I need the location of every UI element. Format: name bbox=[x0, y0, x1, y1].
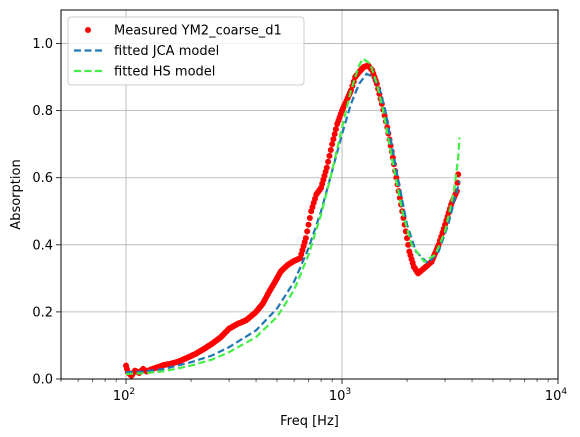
measured-point bbox=[327, 147, 334, 154]
series-1 bbox=[123, 62, 462, 379]
series-layer bbox=[123, 57, 462, 379]
plot-frame bbox=[60, 9, 559, 380]
series-2 bbox=[125, 72, 461, 374]
measured-point bbox=[323, 164, 330, 171]
measured-point bbox=[330, 136, 337, 143]
measured-point bbox=[329, 141, 336, 148]
measured-point bbox=[304, 228, 311, 235]
measured-point bbox=[405, 241, 412, 248]
measured-point bbox=[326, 152, 333, 159]
measured-point bbox=[325, 158, 332, 165]
x-tick-label: 103 bbox=[329, 387, 351, 404]
y-tick-label: 0.8 bbox=[32, 104, 53, 119]
legend-label: fitted HS model bbox=[114, 65, 215, 80]
legend-entry: fitted HS model bbox=[74, 65, 215, 80]
measured-point bbox=[305, 221, 312, 228]
series-line bbox=[125, 57, 461, 376]
series-line bbox=[125, 72, 461, 374]
measured-point bbox=[331, 131, 338, 138]
legend-entry: fitted JCA model bbox=[74, 44, 219, 59]
legend-marker bbox=[85, 27, 91, 33]
y-tick-label: 0.6 bbox=[32, 171, 53, 186]
x-tick-label: 104 bbox=[545, 387, 568, 404]
legend-box bbox=[67, 16, 305, 86]
ticks: 102 103 104 0.0 0.2 0.4 0.6 0.8 1.0 bbox=[32, 37, 567, 404]
measured-point bbox=[302, 235, 309, 242]
measured-point bbox=[381, 112, 388, 119]
y-tick-label: 0.2 bbox=[32, 305, 53, 320]
measured-point bbox=[332, 126, 339, 133]
measured-point bbox=[306, 214, 313, 221]
x-tick-label: 102 bbox=[113, 387, 135, 404]
legend-entry: Measured YM2_coarse_d1 bbox=[85, 24, 282, 39]
y-tick-label: 1.0 bbox=[32, 37, 53, 52]
legend-label: Measured YM2_coarse_d1 bbox=[114, 24, 282, 39]
y-tick-label: 0.0 bbox=[32, 373, 53, 388]
legend-label: fitted JCA model bbox=[114, 44, 219, 59]
series-3 bbox=[125, 57, 461, 376]
x-axis-label: Freq [Hz] bbox=[280, 414, 339, 429]
y-axis-label: Absorption bbox=[9, 159, 24, 229]
y-tick-label: 0.4 bbox=[32, 238, 53, 253]
